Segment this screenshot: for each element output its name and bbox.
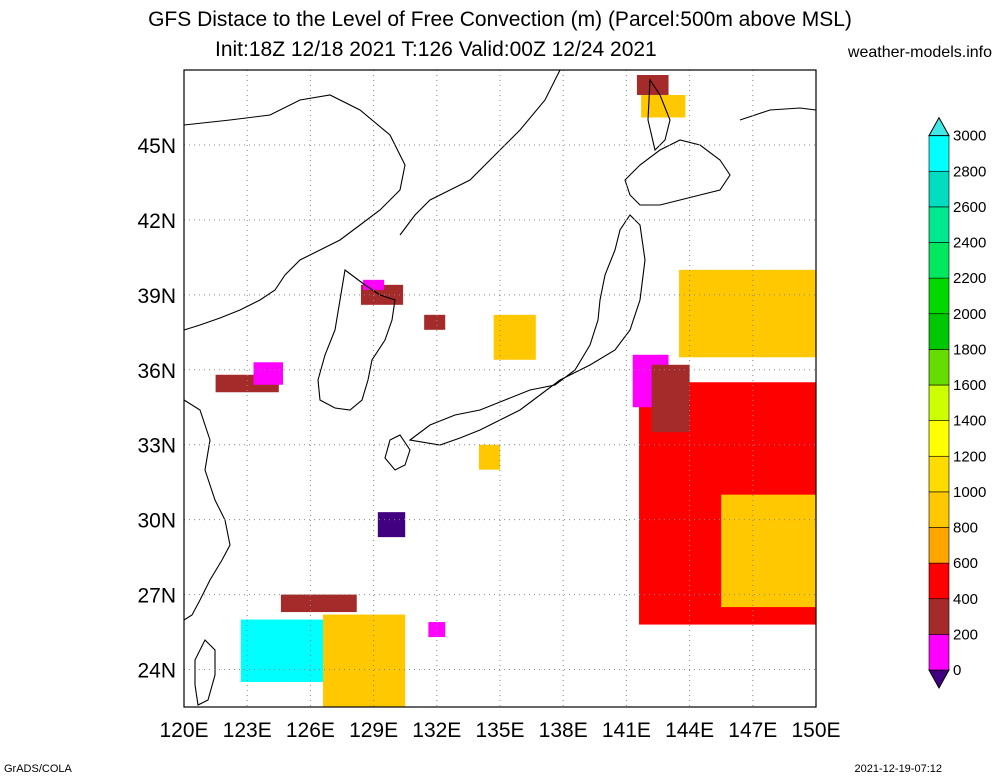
chart-title: GFS Distace to the Level of Free Convect… xyxy=(148,8,852,31)
legend-min-arrow xyxy=(928,669,950,690)
legend-bin xyxy=(928,313,950,350)
legend-label: 400 xyxy=(953,591,978,608)
legend-label: 200 xyxy=(953,626,978,643)
field-kyushu-south-yellow xyxy=(478,444,500,470)
legend-max-arrow xyxy=(928,116,950,137)
footer-credit: GrADS/COLA xyxy=(4,763,72,775)
site-credit: weather-models.info xyxy=(847,44,992,61)
tick-label-lon: 147E xyxy=(728,719,777,742)
legend-label: 800 xyxy=(953,520,978,537)
tick-label-lat: 45N xyxy=(137,135,176,158)
tick-label-lon: 126E xyxy=(286,719,335,742)
coastlines xyxy=(183,69,817,706)
convection-fields xyxy=(215,74,816,707)
axis-ticks: 120E 123E 126E 129E 132E 135E 138E 141E 144E 147E… xyxy=(137,135,840,742)
legend-label: 1200 xyxy=(953,448,986,465)
legend-bin xyxy=(928,349,950,386)
tick-label-lon: 138E xyxy=(539,719,588,742)
legend-label: 1000 xyxy=(953,484,986,501)
tick-label-lat: 27N xyxy=(137,585,176,608)
legend-label: 2400 xyxy=(953,235,986,252)
legend-bin xyxy=(928,420,950,457)
tick-label-lon: 141E xyxy=(602,719,651,742)
field-hokkaido-north-yellow xyxy=(641,94,686,118)
legend-label: 600 xyxy=(953,555,978,572)
tick-label-lon: 132E xyxy=(412,719,461,742)
chart-subtitle: Init:18Z 12/18 2021 T:126 Valid:00Z 12/2… xyxy=(215,38,657,61)
tick-label-lat: 33N xyxy=(137,435,176,458)
field-japan-sea-yellow xyxy=(493,314,536,360)
legend-label: 2000 xyxy=(953,306,986,323)
field-bohai-cluster-magenta xyxy=(363,279,385,290)
tick-label-lat: 30N xyxy=(137,510,176,533)
legend-bin xyxy=(928,206,950,243)
field-okinawa-yellow-arc xyxy=(323,614,406,707)
tick-label-lon: 144E xyxy=(665,719,714,742)
field-northeast-yellow-band xyxy=(679,269,816,358)
tick-label-lat: 42N xyxy=(137,210,176,233)
legend-label: 1400 xyxy=(953,413,986,430)
field-east-japan-brown xyxy=(651,364,690,433)
field-korea-west-cluster-magenta xyxy=(253,362,284,385)
legend-bin xyxy=(928,455,950,493)
legend-bin xyxy=(928,598,950,635)
footer-timestamp: 2021-12-19-07:12 xyxy=(854,763,942,775)
legend-label: 1600 xyxy=(953,377,986,394)
field-okinawa-brown xyxy=(280,594,357,613)
tick-label-lon: 120E xyxy=(159,719,208,742)
tick-label-lat: 39N xyxy=(137,285,176,308)
tick-label-lon: 129E xyxy=(349,719,398,742)
field-south-magenta xyxy=(428,622,446,638)
legend-bin xyxy=(928,491,950,528)
legend-bin xyxy=(928,242,950,279)
legend-bin xyxy=(928,527,950,564)
legend-label: 2800 xyxy=(953,163,986,180)
legend-bin xyxy=(928,135,950,172)
tick-label-lat: 36N xyxy=(137,360,176,383)
tick-label-lon: 135E xyxy=(475,719,524,742)
field-ryukyu-magenta xyxy=(377,512,406,538)
legend-label: 2600 xyxy=(953,199,986,216)
field-north-korea-east xyxy=(424,314,446,330)
color-legend: 0 200 400 600 800 1000 1200 1400 1600 1800 2000 220… xyxy=(928,116,986,690)
tick-label-lat: 24N xyxy=(137,660,176,683)
legend-bin xyxy=(928,562,950,600)
legend-bin xyxy=(928,277,950,315)
field-pacific-band-yellow xyxy=(721,494,816,608)
tick-label-lon: 123E xyxy=(223,719,272,742)
legend-label: 0 xyxy=(953,662,961,679)
legend-bin xyxy=(928,634,950,671)
tick-label-lon: 150E xyxy=(791,719,840,742)
legend-bin xyxy=(928,170,950,208)
legend-label: 2200 xyxy=(953,270,986,287)
legend-label: 3000 xyxy=(953,128,986,145)
legend-label: 1800 xyxy=(953,341,986,358)
map-frame xyxy=(183,69,817,708)
legend-bin xyxy=(928,384,950,421)
